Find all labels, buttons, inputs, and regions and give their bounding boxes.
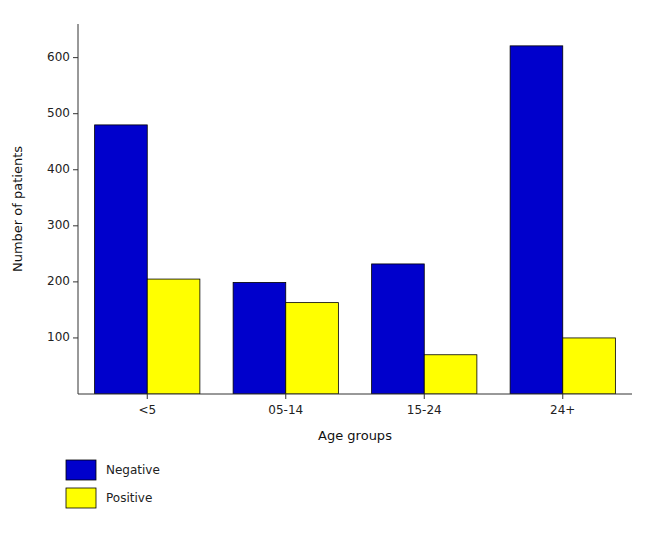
y-tick-label: 200 [47, 274, 70, 288]
x-tick [424, 394, 425, 399]
x-axis-label: Age groups [318, 428, 392, 443]
x-axis-line [78, 394, 632, 395]
chart-container: 100 200 300 400 500 600 <5 05-14 15-24 24+ Age gro… [0, 0, 656, 544]
bar [95, 125, 148, 394]
y-tick [73, 113, 78, 114]
bar [286, 303, 339, 394]
x-tick-label: 15-24 [407, 403, 442, 417]
y-tick [73, 169, 78, 170]
bar [372, 264, 425, 394]
bar [563, 338, 616, 394]
x-tick-label: <5 [138, 403, 156, 417]
y-tick [73, 337, 78, 338]
x-tick [147, 394, 148, 399]
y-tick-label: 300 [47, 218, 70, 232]
legend-swatch [66, 460, 96, 480]
legend: Negative Positive [66, 460, 160, 508]
y-tick [73, 225, 78, 226]
y-tick [73, 57, 78, 58]
bar [510, 46, 563, 394]
y-tick-label: 100 [47, 330, 70, 344]
legend-label: Positive [106, 491, 152, 505]
x-tick-label: 24+ [550, 403, 575, 417]
x-tick [285, 394, 286, 399]
y-tick-label: 500 [47, 106, 70, 120]
x-tick [562, 394, 563, 399]
y-tick-label: 600 [47, 50, 70, 64]
bar [424, 355, 477, 394]
y-tick [73, 281, 78, 282]
bar [233, 282, 286, 394]
chart: 100 200 300 400 500 600 <5 05-14 15-24 24+ Age gro… [0, 0, 656, 544]
y-tick-label: 400 [47, 162, 70, 176]
bar [147, 279, 200, 394]
legend-swatch [66, 488, 96, 508]
y-axis-label: Number of patients [10, 146, 25, 272]
x-tick-label: 05-14 [268, 403, 303, 417]
legend-label: Negative [106, 463, 160, 477]
bars [95, 46, 616, 394]
y-axis-line [78, 24, 79, 394]
